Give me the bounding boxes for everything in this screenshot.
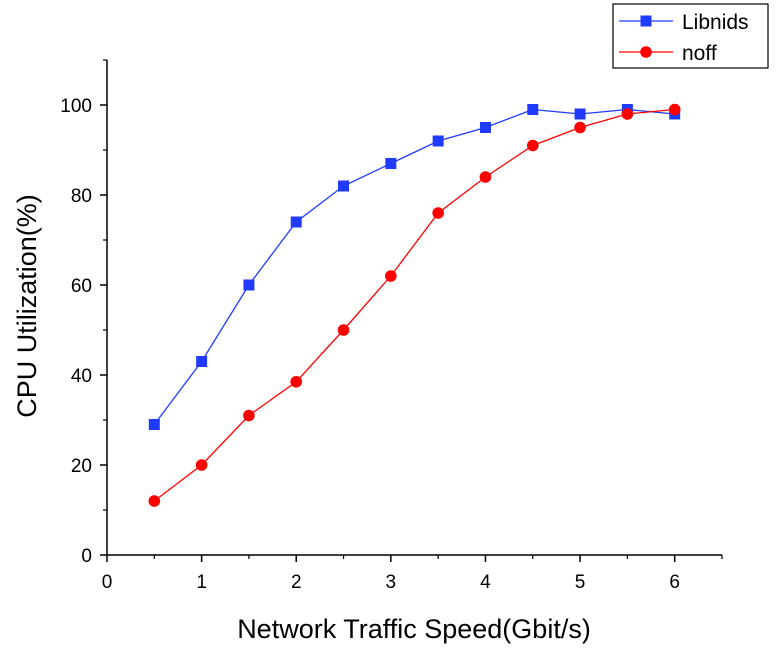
x-tick-label: 4 (480, 572, 491, 593)
legend-label-noff: noff (682, 42, 717, 65)
data-point-noff (432, 207, 444, 219)
x-tick-label: 5 (575, 572, 586, 593)
y-tick-label: 40 (71, 366, 92, 387)
data-point-noff (290, 375, 303, 388)
data-point-libnids (479, 122, 491, 133)
data-point-libnids (290, 216, 302, 228)
y-tick-label: 0 (81, 546, 92, 567)
x-tick-label: 6 (669, 572, 680, 593)
data-point-noff (621, 108, 634, 120)
data-point-libnids (196, 356, 208, 367)
series-line-noff (153, 108, 675, 502)
data-point-noff (148, 495, 161, 507)
x-tick-label: 2 (291, 572, 302, 593)
data-point-libnids (432, 135, 444, 147)
y-tick-label: 80 (71, 186, 92, 207)
legend-marker-circle (640, 46, 652, 58)
y-axis-title: CPU Utilization(%) (12, 194, 42, 418)
x-tick-label: 3 (386, 572, 397, 593)
x-axis-title: Network Traffic Speed(Gbit/s) (237, 614, 591, 644)
data-point-libnids (243, 279, 255, 291)
legend: Libnids noff (612, 3, 769, 69)
y-tick-label: 100 (60, 96, 92, 117)
data-point-noff (195, 459, 208, 471)
legend-box (612, 3, 769, 69)
data-point-noff (668, 103, 681, 116)
data-point-noff (337, 324, 350, 336)
data-point-libnids (148, 419, 160, 430)
y-tick-label: 20 (71, 456, 92, 477)
data-point-noff (526, 139, 539, 152)
legend-marker-square (640, 15, 652, 27)
data-point-noff (243, 409, 255, 422)
data-point-libnids (385, 158, 397, 169)
legend-label-libnids: Libnids (682, 11, 749, 34)
series-group (148, 103, 681, 507)
x-tick-label: 0 (102, 572, 113, 593)
data-point-noff (385, 270, 397, 282)
data-point-libnids (574, 108, 586, 120)
data-point-libnids (527, 104, 539, 115)
x-tick-label: 1 (196, 572, 207, 593)
data-point-noff (574, 121, 586, 134)
y-tick-label: 60 (71, 276, 92, 297)
data-point-noff (479, 171, 492, 183)
series-line-libnids (153, 108, 675, 425)
data-point-libnids (338, 180, 350, 192)
